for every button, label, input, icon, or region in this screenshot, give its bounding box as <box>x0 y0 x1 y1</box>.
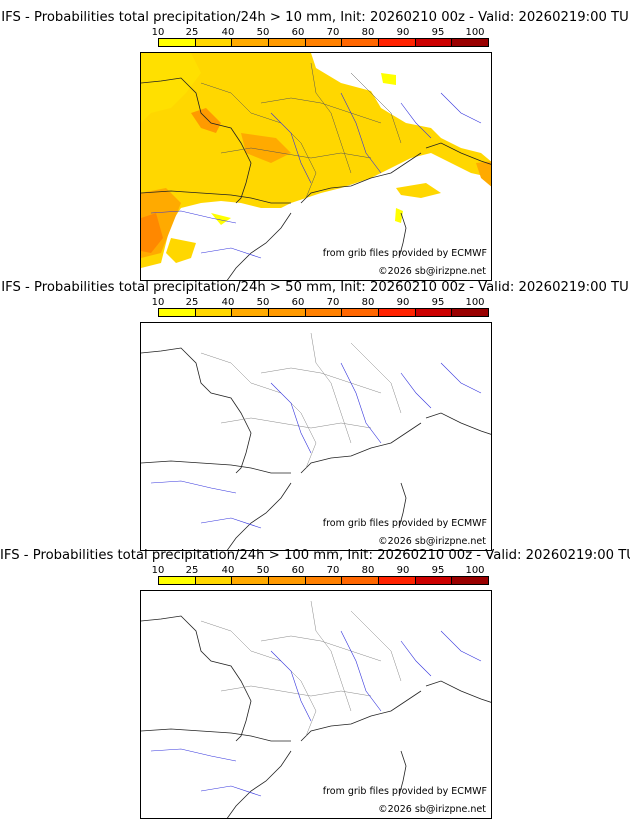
forecast-panel-50mm: IFS - Probabilities total precipitation/… <box>0 280 630 551</box>
coastlines <box>141 77 491 280</box>
forecast-panel-10mm: IFS - Probabilities total precipitation/… <box>0 10 630 281</box>
panel-title: IFS - Probabilities total precipitation/… <box>0 548 630 563</box>
data-credit: from grib files provided by ECMWF <box>322 786 487 797</box>
legend-swatch <box>379 577 416 584</box>
coastlines <box>141 347 491 550</box>
color-legend: 10 25 40 50 60 70 80 90 95 100 <box>151 27 489 49</box>
copyright-notice: ©2026 sb@irizpne.net <box>377 266 487 277</box>
legend-swatch <box>379 309 416 316</box>
legend-swatch <box>305 577 343 584</box>
rivers <box>150 92 482 259</box>
legend-swatch <box>195 577 233 584</box>
rivers <box>150 362 482 529</box>
legend-label: 50 <box>256 297 270 308</box>
legend-label: 25 <box>185 297 199 308</box>
legend-label: 50 <box>256 565 270 576</box>
legend-label: 90 <box>396 297 410 308</box>
map-canvas <box>141 600 491 818</box>
legend-swatch <box>195 309 233 316</box>
legend-label: 60 <box>291 297 305 308</box>
legend-swatch <box>305 39 343 46</box>
legend-label: 60 <box>291 27 305 38</box>
legend-swatch <box>232 39 270 46</box>
legend-swatch <box>269 39 306 46</box>
legend-label: 80 <box>361 297 375 308</box>
legend-swatch <box>159 577 196 584</box>
rivers <box>150 630 482 797</box>
legend-label: 100 <box>465 565 485 576</box>
legend-color-bar <box>158 576 489 585</box>
probability-map: from grib files provided by ECMWF ©2026 … <box>140 52 492 281</box>
legend-label: 50 <box>256 27 270 38</box>
legend-label: 70 <box>326 27 340 38</box>
legend-swatch <box>379 39 416 46</box>
legend-swatch <box>232 309 270 316</box>
legend-swatch <box>269 309 306 316</box>
legend-swatch <box>415 39 453 46</box>
legend-label: 90 <box>396 27 410 38</box>
legend-label: 25 <box>185 27 199 38</box>
panel-title: IFS - Probabilities total precipitation/… <box>1 280 629 295</box>
legend-label: 100 <box>465 297 485 308</box>
color-legend: 10 25 40 50 60 70 80 90 95 100 <box>151 565 489 587</box>
data-credit: from grib files provided by ECMWF <box>322 248 487 259</box>
copyright-notice: ©2026 sb@irizpne.net <box>377 536 487 547</box>
legend-label: 25 <box>185 565 199 576</box>
legend-label: 95 <box>431 297 445 308</box>
legend-label: 40 <box>221 297 235 308</box>
map-canvas <box>141 53 491 280</box>
legend-label: 100 <box>465 27 485 38</box>
copyright-notice: ©2026 sb@irizpne.net <box>377 804 487 815</box>
legend-label: 40 <box>221 27 235 38</box>
color-legend: 10 25 40 50 60 70 80 90 95 100 <box>151 297 489 319</box>
legend-swatch <box>452 39 489 46</box>
legend-swatch <box>159 39 196 46</box>
legend-swatch <box>232 577 270 584</box>
probability-map: from grib files provided by ECMWF ©2026 … <box>140 590 492 819</box>
legend-swatch <box>342 577 380 584</box>
legend-swatch <box>342 309 380 316</box>
legend-label: 60 <box>291 565 305 576</box>
legend-label: 90 <box>396 565 410 576</box>
legend-swatch <box>452 577 489 584</box>
legend-label: 80 <box>361 27 375 38</box>
legend-label: 95 <box>431 27 445 38</box>
legend-color-bar <box>158 308 489 317</box>
legend-label: 40 <box>221 565 235 576</box>
legend-label: 70 <box>326 565 340 576</box>
coastlines <box>141 615 491 818</box>
legend-swatch <box>305 309 343 316</box>
legend-swatch <box>195 39 233 46</box>
legend-swatch <box>415 309 453 316</box>
panel-title: IFS - Probabilities total precipitation/… <box>1 10 629 25</box>
legend-label: 70 <box>326 297 340 308</box>
legend-label: 10 <box>151 27 165 38</box>
legend-label: 10 <box>151 297 165 308</box>
legend-color-bar <box>158 38 489 47</box>
legend-swatch <box>269 577 306 584</box>
legend-swatch <box>452 309 489 316</box>
legend-swatch <box>342 39 380 46</box>
data-credit: from grib files provided by ECMWF <box>322 518 487 529</box>
legend-label: 80 <box>361 565 375 576</box>
legend-swatch <box>159 309 196 316</box>
legend-label: 10 <box>151 565 165 576</box>
probability-map: from grib files provided by ECMWF ©2026 … <box>140 322 492 551</box>
legend-swatch <box>415 577 453 584</box>
forecast-panel-100mm: IFS - Probabilities total precipitation/… <box>0 548 630 819</box>
legend-label: 95 <box>431 565 445 576</box>
map-canvas <box>141 332 491 550</box>
precipitation-shading <box>141 53 491 268</box>
